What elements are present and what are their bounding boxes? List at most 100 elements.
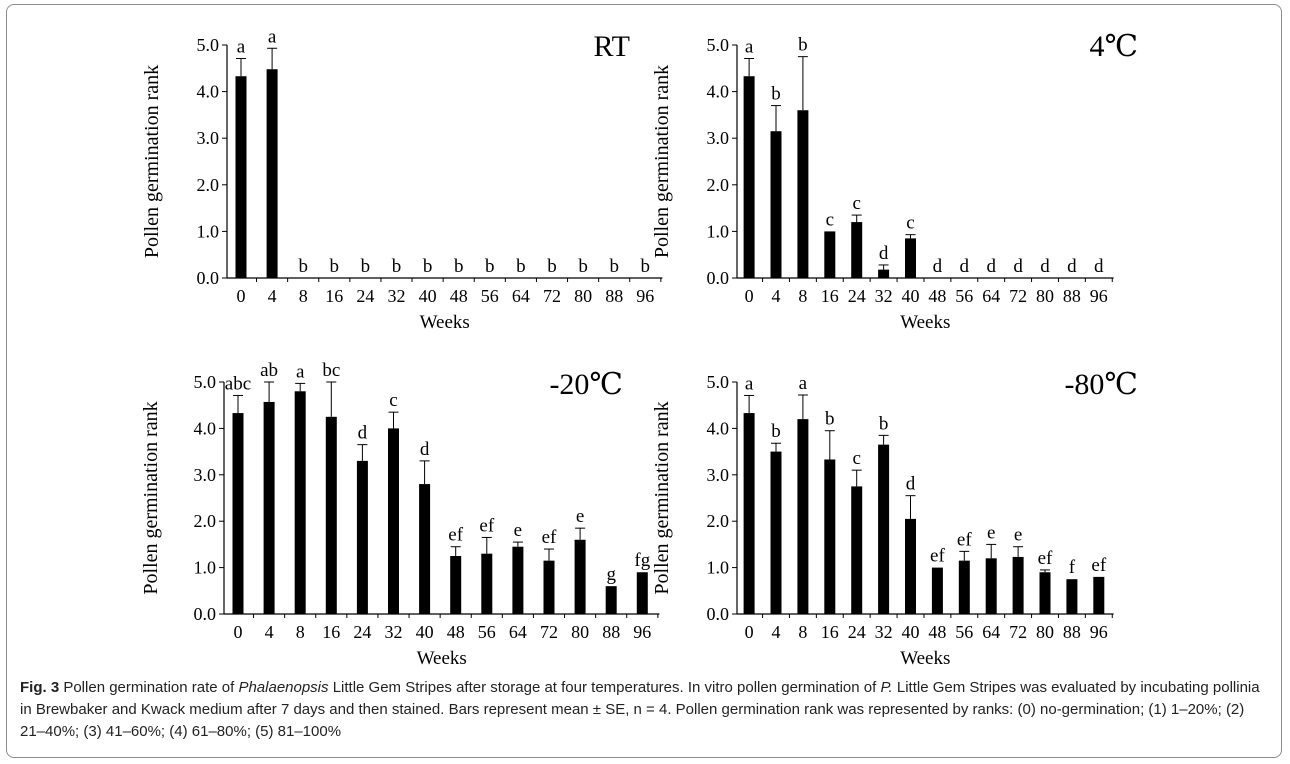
x-tick-label: 80: [1036, 622, 1054, 642]
x-tick-label: 88: [602, 622, 620, 642]
bar: [878, 269, 890, 278]
significance-letter: a: [745, 37, 754, 58]
y-tick-label: 4.0: [197, 82, 220, 102]
significance-letter: d: [879, 243, 889, 264]
significance-letter: b: [392, 256, 402, 277]
bar: [232, 413, 244, 614]
x-tick-label: 4: [265, 622, 274, 642]
x-tick-label: 88: [1063, 286, 1081, 306]
significance-letter: ef: [930, 546, 945, 567]
significance-letter: b: [516, 256, 526, 277]
x-tick-label: 64: [982, 286, 1000, 306]
significance-letter: ab: [260, 360, 278, 381]
x-tick-label: 96: [633, 622, 651, 642]
bar: [743, 413, 755, 614]
caption-text-3: Little Gem Stripes was evaluated by incu…: [20, 679, 1260, 740]
x-tick-label: 16: [821, 286, 839, 306]
bar: [1039, 572, 1051, 614]
bar: [1066, 579, 1078, 614]
bar: [481, 553, 493, 614]
y-axis-label: Pollen germination rank: [651, 401, 673, 594]
bar: [636, 572, 648, 614]
significance-letter: c: [852, 193, 860, 214]
significance-letter: a: [296, 361, 305, 382]
significance-letter: d: [358, 423, 368, 444]
bar: [905, 518, 917, 614]
significance-letter: e: [987, 522, 995, 543]
bar: [878, 444, 890, 614]
significance-letter: bc: [322, 360, 340, 381]
significance-letter: b: [298, 256, 308, 277]
significance-letter: b: [547, 256, 557, 277]
bar: [797, 110, 809, 279]
x-tick-label: 40: [902, 286, 920, 306]
bar: [905, 238, 917, 278]
significance-letter: g: [606, 564, 616, 585]
x-tick-label: 0: [745, 622, 754, 642]
significance-letter: d: [420, 439, 430, 460]
x-tick-label: 72: [1009, 622, 1027, 642]
y-tick-label: 2.0: [197, 175, 220, 195]
x-tick-label: 72: [1009, 286, 1027, 306]
bar: [605, 586, 617, 614]
significance-letter: d: [986, 256, 996, 277]
x-tick-label: 0: [745, 286, 754, 306]
significance-letter: b: [641, 256, 651, 277]
significance-letter: e: [514, 520, 522, 541]
x-tick-label: 48: [928, 286, 946, 306]
chart-title: -80℃: [1064, 368, 1138, 401]
bar: [770, 131, 782, 278]
y-tick-label: 4.0: [707, 418, 730, 438]
significance-letter: d: [1013, 256, 1023, 277]
x-tick-label: 72: [540, 622, 558, 642]
x-tick-label: 24: [353, 622, 371, 642]
significance-letter: d: [1094, 256, 1104, 277]
bar: [1012, 556, 1024, 614]
x-tick-label: 40: [902, 622, 920, 642]
bar: [543, 560, 555, 614]
significance-letter: c: [389, 390, 397, 411]
significance-letter: d: [906, 474, 916, 495]
x-tick-label: 48: [450, 286, 468, 306]
y-tick-label: 0.0: [707, 604, 730, 624]
x-tick-label: 32: [384, 622, 402, 642]
x-tick-label: 80: [574, 286, 592, 306]
significance-letter: a: [268, 26, 277, 47]
x-tick-label: 24: [848, 622, 866, 642]
bar: [450, 556, 462, 614]
x-tick-label: 4: [268, 286, 277, 306]
significance-letter: b: [798, 35, 808, 56]
x-tick-label: 56: [955, 286, 973, 306]
x-tick-label: 96: [1090, 286, 1108, 306]
caption-italic-abbrev: P.: [880, 679, 893, 696]
chart-title: -20℃: [549, 368, 623, 401]
x-tick-label: 8: [798, 622, 807, 642]
bar: [325, 416, 337, 614]
x-tick-label: 8: [798, 286, 807, 306]
bar: [235, 76, 247, 278]
caption-italic-genus: Phalaenopsis: [238, 679, 329, 696]
significance-letter: b: [361, 256, 371, 277]
x-tick-label: 0: [236, 286, 245, 306]
figure-charts: 0.01.02.03.04.05.0 a0a4b8b16b24b32b40b48b…: [140, 26, 1138, 669]
x-tick-label: 32: [387, 286, 405, 306]
x-tick-label: 48: [928, 622, 946, 642]
bar: [1093, 576, 1105, 614]
significance-letter: b: [485, 256, 495, 277]
significance-letter: d: [960, 256, 970, 277]
y-tick-label: 1.0: [194, 558, 217, 578]
x-tick-label: 8: [296, 622, 305, 642]
significance-letter: b: [609, 256, 619, 277]
y-tick-label: 5.0: [194, 372, 217, 392]
bar: [824, 231, 836, 278]
significance-letter: d: [933, 256, 943, 277]
chart-title: RT: [593, 30, 630, 63]
x-tick-label: 16: [325, 286, 343, 306]
significance-letter: c: [826, 209, 834, 230]
significance-letter: b: [771, 421, 781, 442]
x-tick-label: 40: [416, 622, 434, 642]
bar: [770, 451, 782, 614]
x-tick-label: 16: [821, 622, 839, 642]
y-tick-label: 3.0: [707, 128, 730, 148]
caption-text-2: Little Gem Stripes after storage at four…: [328, 679, 881, 696]
